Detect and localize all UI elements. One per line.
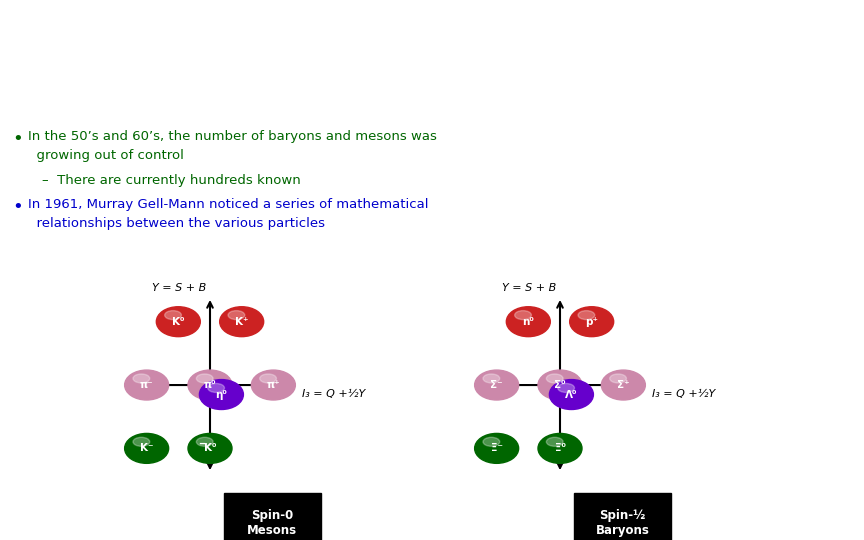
Ellipse shape xyxy=(124,434,168,463)
Text: Σ⁰: Σ⁰ xyxy=(554,380,566,390)
Ellipse shape xyxy=(610,374,626,383)
Ellipse shape xyxy=(538,434,582,463)
Ellipse shape xyxy=(188,434,232,463)
Ellipse shape xyxy=(546,374,563,383)
Text: Λ⁰: Λ⁰ xyxy=(565,389,578,400)
Text: Ξ⁰: Ξ⁰ xyxy=(555,443,566,454)
Ellipse shape xyxy=(219,307,264,336)
Ellipse shape xyxy=(196,437,213,446)
Ellipse shape xyxy=(188,370,232,400)
Text: Spin-0
Mesons: Spin-0 Mesons xyxy=(247,509,297,537)
Text: π⁰: π⁰ xyxy=(204,380,216,390)
Ellipse shape xyxy=(601,370,645,400)
Text: Σ⁺: Σ⁺ xyxy=(617,380,630,390)
Ellipse shape xyxy=(569,307,613,336)
Ellipse shape xyxy=(515,310,531,320)
Ellipse shape xyxy=(156,307,200,336)
Text: η⁰: η⁰ xyxy=(215,389,227,400)
Ellipse shape xyxy=(558,383,575,393)
Ellipse shape xyxy=(165,310,181,320)
Text: K⁻: K⁻ xyxy=(140,443,154,454)
Text: I₃ = Q +½Y: I₃ = Q +½Y xyxy=(302,389,365,399)
Text: Σ⁻: Σ⁻ xyxy=(491,380,503,390)
Text: •: • xyxy=(12,198,22,216)
Ellipse shape xyxy=(550,380,594,409)
Ellipse shape xyxy=(474,434,518,463)
Ellipse shape xyxy=(578,310,594,320)
Ellipse shape xyxy=(133,437,149,446)
Ellipse shape xyxy=(133,374,149,383)
Text: –  There are currently hundreds known: – There are currently hundreds known xyxy=(42,174,301,187)
Ellipse shape xyxy=(483,437,499,446)
Text: n⁰: n⁰ xyxy=(523,316,534,327)
Ellipse shape xyxy=(546,437,563,446)
Text: Ξ⁻: Ξ⁻ xyxy=(491,443,503,454)
Ellipse shape xyxy=(196,374,213,383)
Ellipse shape xyxy=(200,380,244,409)
Ellipse shape xyxy=(506,307,550,336)
Ellipse shape xyxy=(260,374,276,383)
Ellipse shape xyxy=(228,310,245,320)
Text: π⁻: π⁻ xyxy=(140,380,154,390)
Ellipse shape xyxy=(483,374,499,383)
Text: Spin-½
Baryons: Spin-½ Baryons xyxy=(595,509,650,537)
Bar xyxy=(574,493,670,540)
Ellipse shape xyxy=(474,370,518,400)
Text: Y = S + B: Y = S + B xyxy=(502,283,556,293)
Text: Y = S + B: Y = S + B xyxy=(152,283,206,293)
Text: The Standard Model: The Standard Model xyxy=(265,19,599,51)
Text: In the 50’s and 60’s, the number of baryons and mesons was
  growing out of cont: In the 50’s and 60’s, the number of bary… xyxy=(28,130,437,162)
Text: K⁰: K⁰ xyxy=(172,316,185,327)
Text: I₃ = Q +½Y: I₃ = Q +½Y xyxy=(652,389,715,399)
Text: K⁺: K⁺ xyxy=(235,316,249,327)
Ellipse shape xyxy=(124,370,168,400)
Text: Patterns in Baryons and Mesons: Patterns in Baryons and Mesons xyxy=(205,78,659,105)
Text: •: • xyxy=(12,130,22,148)
Ellipse shape xyxy=(207,383,225,393)
Text: In 1961, Murray Gell-Mann noticed a series of mathematical
  relationships betwe: In 1961, Murray Gell-Mann noticed a seri… xyxy=(28,198,429,230)
Ellipse shape xyxy=(251,370,295,400)
Text: p⁺: p⁺ xyxy=(585,316,598,327)
Bar xyxy=(224,493,321,540)
Text: ̅K⁰: ̅K⁰ xyxy=(204,443,216,454)
Text: π⁺: π⁺ xyxy=(267,380,280,390)
Ellipse shape xyxy=(538,370,582,400)
